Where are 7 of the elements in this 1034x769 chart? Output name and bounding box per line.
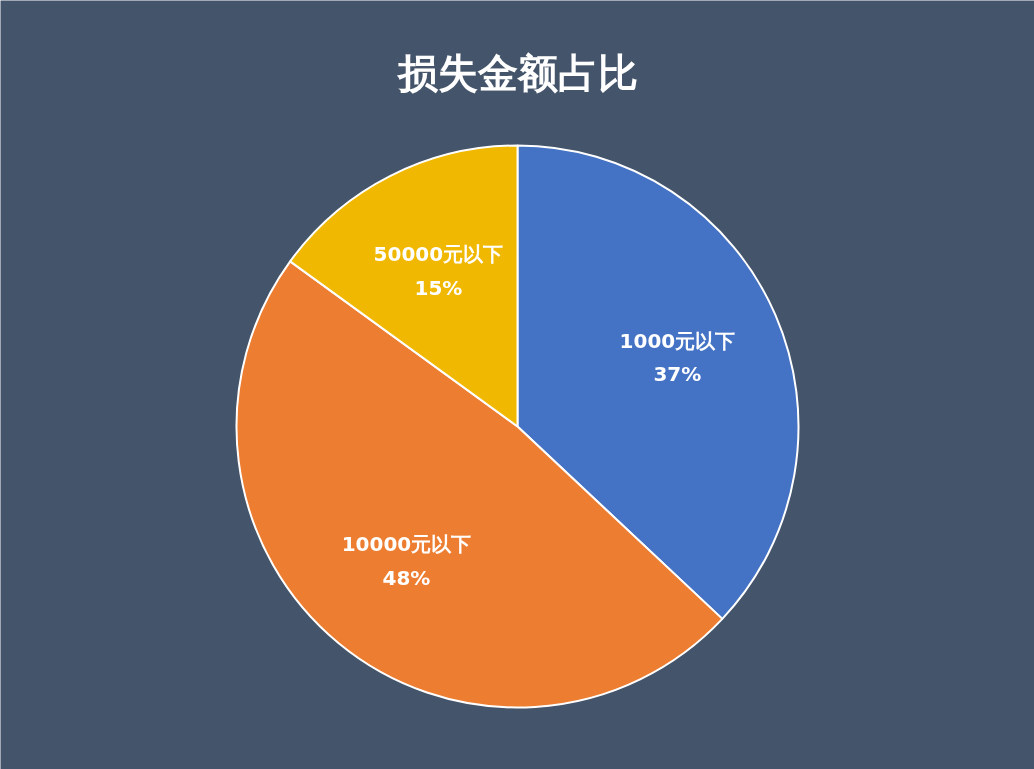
slice-label: 1000元以下 <box>619 328 736 353</box>
slice-label: 50000元以下 <box>373 242 504 267</box>
data-label: 48% <box>382 565 431 590</box>
chart-title: 损失金额占比 <box>395 49 638 96</box>
data-label: 15% <box>414 276 463 301</box>
data-label: 37% <box>653 362 702 387</box>
slice-label: 10000元以下 <box>341 531 472 556</box>
